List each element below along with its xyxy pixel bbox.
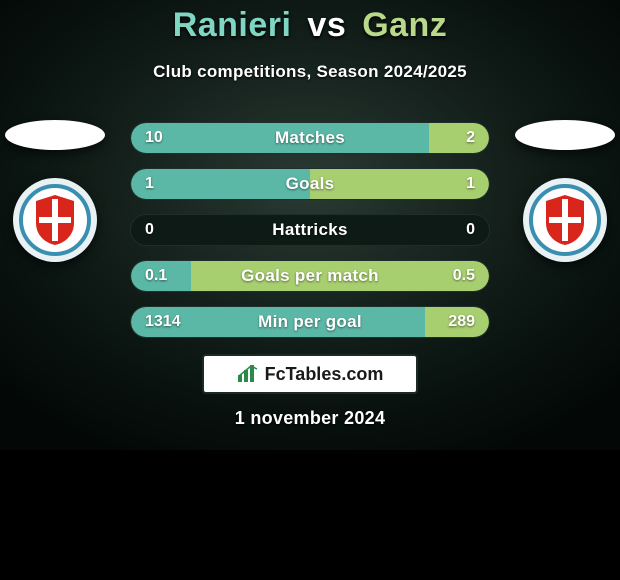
stat-bar: Min per goal1314 289 <box>130 306 490 338</box>
player2-avatar <box>515 120 615 150</box>
bar-label: Matches <box>131 128 489 148</box>
bar-value-right: 289 <box>448 313 475 331</box>
stat-bar: Matches10 2 <box>130 122 490 154</box>
stat-bars: Matches10 2 Goals1 1 Hattricks0 0 Goals per ma… <box>130 122 490 338</box>
date-text: 1 november 2024 <box>0 408 620 429</box>
bar-label: Hattricks <box>131 220 489 240</box>
player1-avatar <box>5 120 105 150</box>
stat-bar: Goals1 1 <box>130 168 490 200</box>
brand-box: FcTables.com <box>202 354 418 394</box>
comparison-card: Ranieri vs Ganz Club competitions, Seaso… <box>0 0 620 580</box>
player1-name: Ranieri <box>173 6 292 44</box>
vs-text: vs <box>307 6 346 44</box>
shield-icon <box>542 193 588 247</box>
right-side <box>510 120 620 262</box>
bar-value-left: 0.1 <box>145 267 167 285</box>
shield-icon <box>32 193 78 247</box>
bar-value-left: 0 <box>145 221 154 239</box>
bar-value-right: 0.5 <box>453 267 475 285</box>
left-side <box>0 120 110 262</box>
page-title: Ranieri vs Ganz <box>0 6 620 45</box>
bar-value-right: 0 <box>466 221 475 239</box>
bar-chart-icon <box>237 365 259 383</box>
stat-bar: Goals per match0.1 0.5 <box>130 260 490 292</box>
subtitle: Club competitions, Season 2024/2025 <box>0 62 620 82</box>
stat-bar: Hattricks0 0 <box>130 214 490 246</box>
bar-value-left: 10 <box>145 129 163 147</box>
bar-value-right: 2 <box>466 129 475 147</box>
player2-name: Ganz <box>362 6 447 44</box>
club-badge-inner <box>19 184 91 256</box>
player1-club-badge <box>13 178 97 262</box>
bar-value-right: 1 <box>466 175 475 193</box>
bar-label: Goals <box>131 174 489 194</box>
bar-label: Goals per match <box>131 266 489 286</box>
bar-value-left: 1314 <box>145 313 181 331</box>
brand-text: FcTables.com <box>265 364 384 385</box>
bar-label: Min per goal <box>131 312 489 332</box>
player2-club-badge <box>523 178 607 262</box>
bar-value-left: 1 <box>145 175 154 193</box>
club-badge-inner <box>529 184 601 256</box>
